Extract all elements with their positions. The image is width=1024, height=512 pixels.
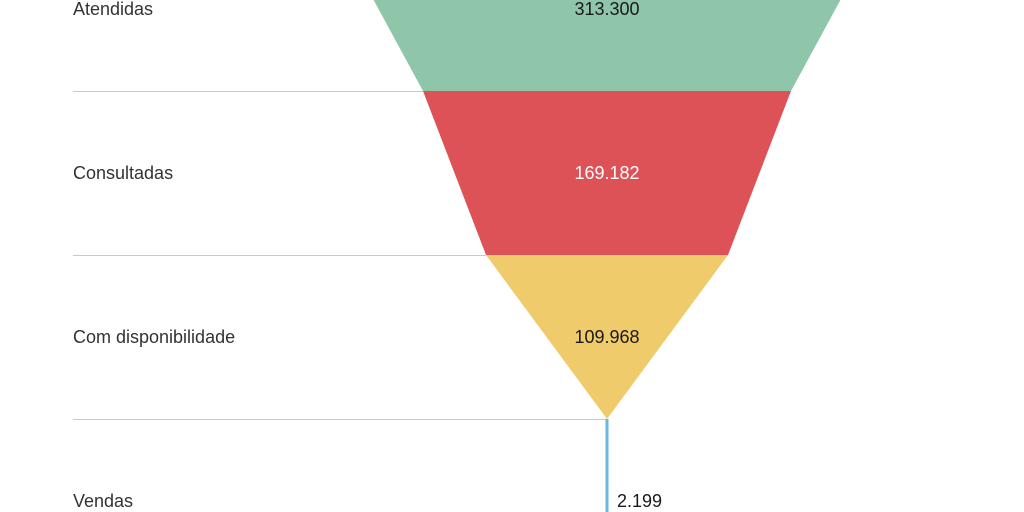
stage-label-2: Consultadas — [73, 163, 173, 183]
funnel-segment-2 — [423, 91, 791, 255]
funnel-segment-1 — [373, 0, 841, 91]
stage-label-1: Atendidas — [73, 0, 153, 19]
stage-value-1: 313.300 — [574, 0, 639, 19]
stage-value-2: 169.182 — [574, 163, 639, 183]
funnel-segment-3 — [486, 255, 728, 419]
row-dividers — [73, 91, 607, 420]
stage-value-labels: 313.300 169.182 109.968 2.199 — [574, 0, 662, 511]
stage-labels: Atendidas Consultadas Com disponibilidade V… — [73, 0, 235, 511]
stage-value-3: 109.968 — [574, 327, 639, 347]
stage-value-4: 2.199 — [617, 491, 662, 511]
funnel-segments — [373, 0, 841, 512]
stage-label-4: Vendas — [73, 491, 133, 511]
stage-label-3: Com disponibilidade — [73, 327, 235, 347]
